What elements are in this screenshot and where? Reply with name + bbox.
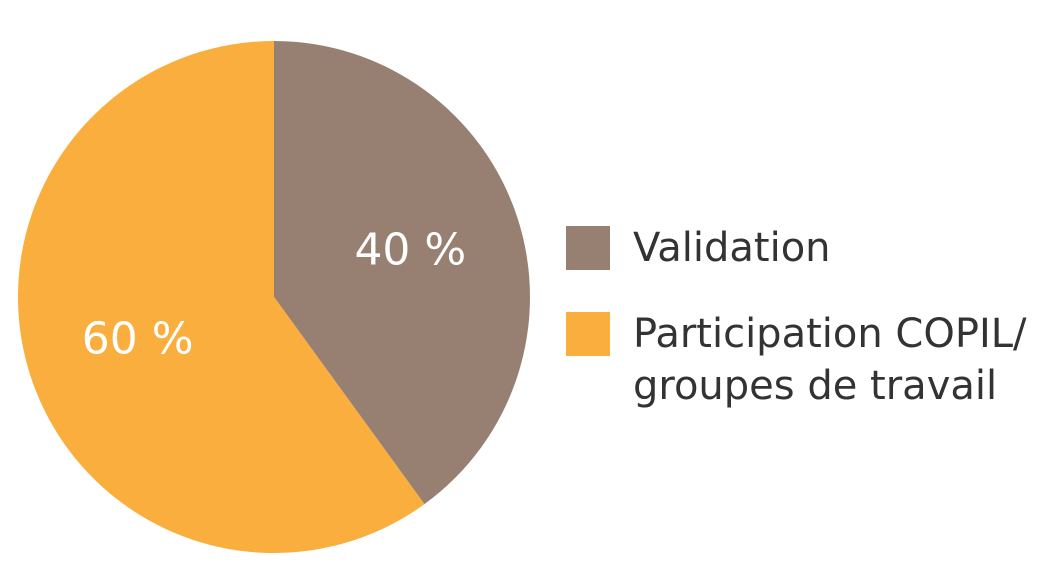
slice-label: 40 % [354,225,466,276]
slice-label: 60 % [82,313,194,364]
legend-label: Participation COPIL/ groupes de travail [633,311,1027,409]
legend-item: Validation [566,222,1027,274]
legend-swatch [566,226,610,270]
legend-item: Participation COPIL/ groupes de travail [566,308,1027,412]
pie-slice [274,41,530,505]
legend-swatch [566,312,610,356]
legend-label: Validation [633,225,831,271]
pie-slice [17,41,425,554]
legend: Validation Participation COPIL/ groupes d… [566,222,1027,446]
